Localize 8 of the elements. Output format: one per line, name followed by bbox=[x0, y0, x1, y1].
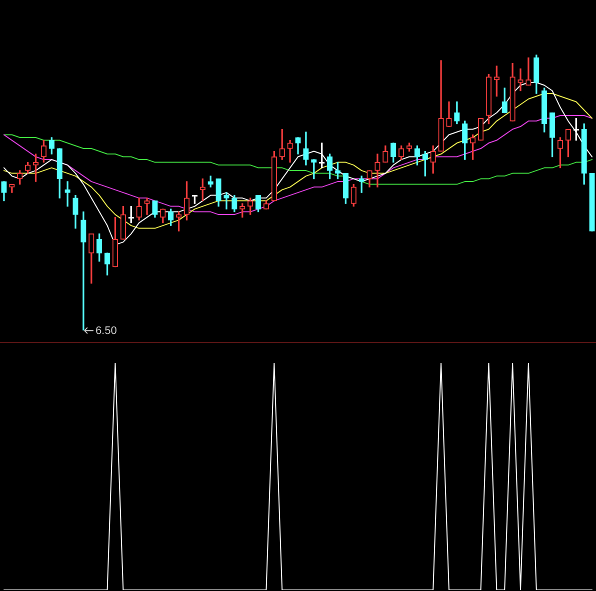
candlestick bbox=[144, 198, 150, 215]
candlestick bbox=[518, 68, 524, 92]
annotation: 6.50 bbox=[95, 325, 117, 338]
candlestick bbox=[64, 181, 70, 207]
candlestick bbox=[526, 57, 532, 86]
candlestick bbox=[358, 176, 364, 193]
candlestick bbox=[80, 211, 86, 330]
candlestick bbox=[224, 192, 230, 210]
